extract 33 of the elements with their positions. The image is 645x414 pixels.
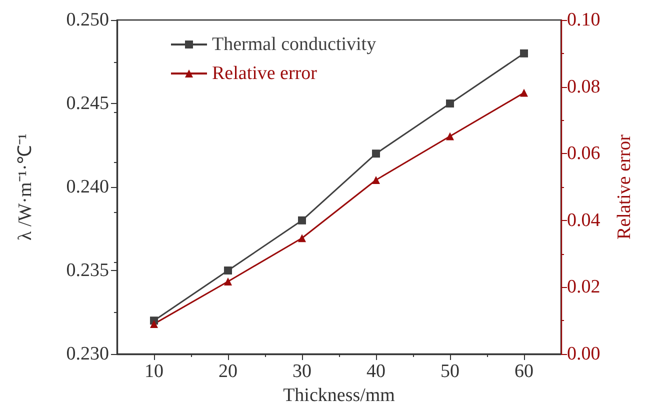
point [298,234,306,242]
y-tick-label: 0.250 [66,10,109,30]
point [446,132,454,140]
y2-axis-title: Relative error [614,134,635,240]
y2-tick-label: 0.08 [567,76,600,98]
point [150,320,158,328]
y-axis-title: λ /W·m⁻¹·℃⁻¹ [15,133,36,240]
x-tick-label: 10 [144,361,164,382]
y2-tick-label: 0.00 [567,344,600,364]
y2-tick-label: 0.04 [567,210,601,231]
y-tick-label: 0.240 [66,176,109,198]
x-axis-title: Thickness/mm [283,385,396,406]
y2-tick-label: 0.10 [567,10,600,30]
x-tick-label: 20 [218,361,238,382]
point [372,150,380,158]
y2-tick-label: 0.06 [567,143,600,164]
point [224,278,232,286]
y-tick-label: 0.235 [66,260,109,281]
legend-label: Relative error [212,63,318,84]
y-tick-label: 0.230 [66,344,109,364]
y2-tick-label: 0.02 [567,276,600,298]
x-tick-label: 40 [366,361,386,382]
x-tick-label: 30 [292,361,312,382]
x-tick-label: 50 [440,361,460,382]
point [446,100,454,108]
legend-label: Thermal conductivity [212,34,377,55]
point [520,49,528,58]
point [224,266,232,274]
x-tick-label: 60 [514,361,534,382]
point [520,88,528,97]
point [372,176,380,184]
y-tick-label: 0.245 [66,93,109,114]
point [298,216,306,224]
